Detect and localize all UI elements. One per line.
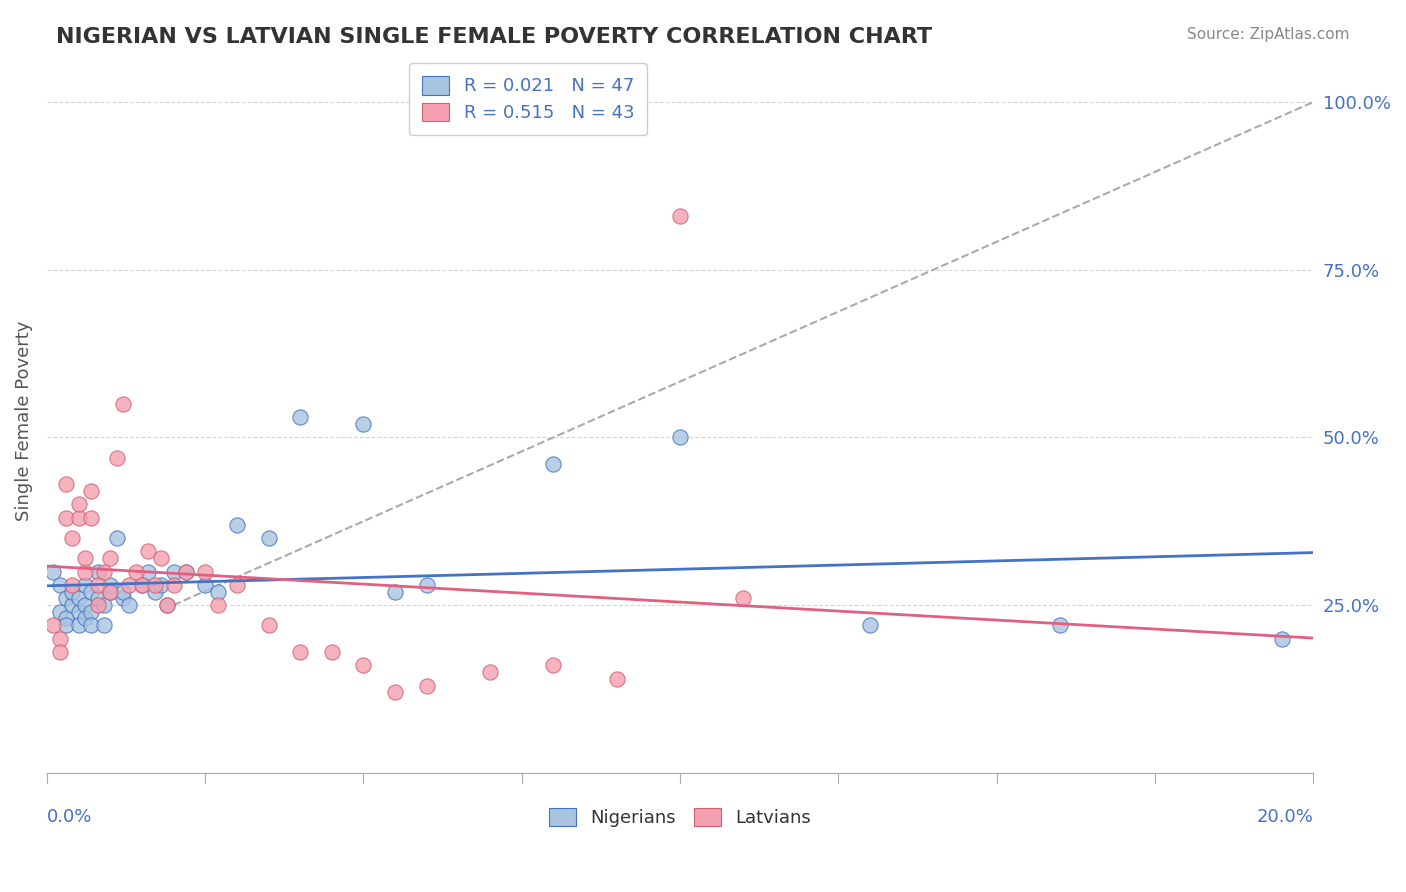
Point xyxy=(48,605,70,619)
Point xyxy=(67,591,90,606)
Point xyxy=(416,679,439,693)
Point xyxy=(669,209,692,223)
Point xyxy=(149,578,172,592)
Point xyxy=(48,578,70,592)
Point xyxy=(42,618,65,632)
Y-axis label: Single Female Poverty: Single Female Poverty xyxy=(15,320,32,521)
Point xyxy=(606,672,628,686)
Point xyxy=(859,618,882,632)
Point xyxy=(80,618,103,632)
Point xyxy=(257,618,280,632)
Point xyxy=(86,565,108,579)
Point xyxy=(48,645,70,659)
Point xyxy=(174,565,197,579)
Point xyxy=(288,410,311,425)
Text: 20.0%: 20.0% xyxy=(1257,808,1313,826)
Point xyxy=(80,484,103,499)
Point xyxy=(136,544,159,558)
Point xyxy=(149,551,172,566)
Point xyxy=(194,565,217,579)
Point xyxy=(86,598,108,612)
Point xyxy=(105,531,128,545)
Point xyxy=(73,551,96,566)
Point xyxy=(111,591,134,606)
Point xyxy=(67,511,90,525)
Point xyxy=(321,645,343,659)
Point xyxy=(60,584,83,599)
Point xyxy=(384,685,406,699)
Point xyxy=(98,551,121,566)
Point xyxy=(42,565,65,579)
Point xyxy=(55,611,77,625)
Point xyxy=(98,578,121,592)
Point xyxy=(288,645,311,659)
Point xyxy=(131,578,153,592)
Point xyxy=(55,591,77,606)
Point xyxy=(60,598,83,612)
Point xyxy=(80,511,103,525)
Point xyxy=(353,417,375,431)
Point xyxy=(131,578,153,592)
Point xyxy=(124,565,146,579)
Point xyxy=(80,605,103,619)
Point xyxy=(93,565,115,579)
Point xyxy=(543,457,565,471)
Point xyxy=(479,665,502,680)
Point xyxy=(225,517,247,532)
Point xyxy=(1049,618,1071,632)
Point xyxy=(55,477,77,491)
Text: NIGERIAN VS LATVIAN SINGLE FEMALE POVERTY CORRELATION CHART: NIGERIAN VS LATVIAN SINGLE FEMALE POVERT… xyxy=(56,27,932,46)
Point xyxy=(384,584,406,599)
Point xyxy=(98,584,121,599)
Point xyxy=(733,591,755,606)
Point xyxy=(67,618,90,632)
Point xyxy=(207,598,229,612)
Point xyxy=(111,397,134,411)
Point xyxy=(353,658,375,673)
Point xyxy=(143,584,166,599)
Point xyxy=(118,598,141,612)
Point xyxy=(55,618,77,632)
Point xyxy=(207,584,229,599)
Point xyxy=(73,598,96,612)
Point xyxy=(225,578,247,592)
Point xyxy=(156,598,179,612)
Point xyxy=(98,584,121,599)
Point xyxy=(73,578,96,592)
Point xyxy=(162,565,184,579)
Point xyxy=(669,430,692,444)
Point xyxy=(118,578,141,592)
Point xyxy=(543,658,565,673)
Point xyxy=(93,598,115,612)
Point xyxy=(93,618,115,632)
Point xyxy=(73,611,96,625)
Point xyxy=(86,578,108,592)
Point xyxy=(174,565,197,579)
Point xyxy=(60,578,83,592)
Point xyxy=(105,450,128,465)
Point xyxy=(416,578,439,592)
Point xyxy=(1271,632,1294,646)
Point xyxy=(67,498,90,512)
Point xyxy=(143,578,166,592)
Text: 0.0%: 0.0% xyxy=(46,808,93,826)
Point xyxy=(194,578,217,592)
Point xyxy=(111,584,134,599)
Text: Source: ZipAtlas.com: Source: ZipAtlas.com xyxy=(1187,27,1350,42)
Point xyxy=(73,565,96,579)
Point xyxy=(60,531,83,545)
Point xyxy=(162,578,184,592)
Legend: Nigerians, Latvians: Nigerians, Latvians xyxy=(541,800,818,834)
Point xyxy=(257,531,280,545)
Point xyxy=(86,591,108,606)
Point xyxy=(136,565,159,579)
Point xyxy=(48,632,70,646)
Point xyxy=(156,598,179,612)
Point xyxy=(67,605,90,619)
Point xyxy=(55,511,77,525)
Point xyxy=(80,584,103,599)
